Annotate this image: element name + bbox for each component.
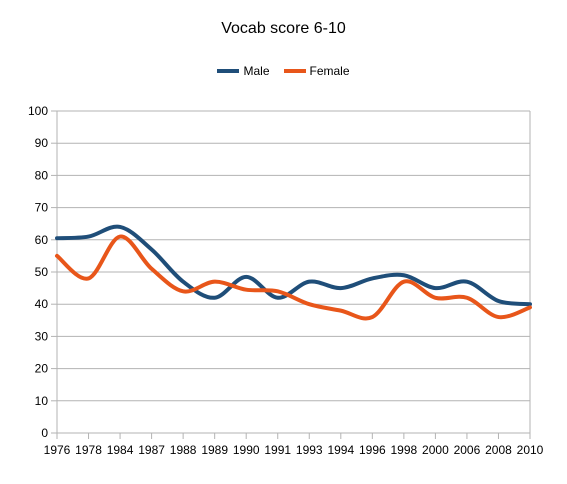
series-line-male <box>55 224 532 307</box>
data-point-male-2006 <box>465 280 469 284</box>
y-tick-label-20: 20 <box>35 362 49 376</box>
data-point-female-1996 <box>370 315 374 319</box>
x-tick-label-1976: 1976 <box>44 443 71 457</box>
x-tick-label-1978: 1978 <box>75 443 102 457</box>
data-point-female-1978 <box>87 276 91 280</box>
data-point-male-1989 <box>213 296 217 300</box>
data-point-male-2008 <box>496 299 500 303</box>
data-point-male-1988 <box>181 280 185 284</box>
y-tick-label-0: 0 <box>41 426 48 440</box>
legend-swatch-female <box>283 69 306 73</box>
y-tick-label-70: 70 <box>35 201 49 215</box>
data-point-male-1994 <box>339 286 343 290</box>
y-tick-label-40: 40 <box>35 297 49 311</box>
data-point-female-1993 <box>307 302 311 306</box>
data-point-female-1984 <box>118 235 122 239</box>
data-point-female-1989 <box>213 280 217 284</box>
legend-item-male: Male <box>217 64 270 78</box>
x-tick-label-1994: 1994 <box>327 443 354 457</box>
data-point-female-1987 <box>150 267 154 271</box>
data-point-male-1991 <box>276 296 280 300</box>
data-point-male-1987 <box>150 247 154 251</box>
x-tick-label-1993: 1993 <box>296 443 323 457</box>
y-tick-label-100: 100 <box>28 104 48 118</box>
data-point-male-1978 <box>87 235 91 239</box>
x-tick-label-2008: 2008 <box>485 443 512 457</box>
data-point-female-2000 <box>433 296 437 300</box>
data-point-female-2006 <box>465 296 469 300</box>
chart-title: Vocab score 6-10 <box>221 20 346 37</box>
y-tick-label-80: 80 <box>35 168 49 182</box>
data-point-female-1976 <box>55 254 59 258</box>
legend-swatch-male <box>217 69 240 73</box>
data-point-female-2010 <box>528 305 532 309</box>
data-point-male-1984 <box>118 225 122 229</box>
y-tick-label-50: 50 <box>35 265 49 279</box>
data-point-female-1998 <box>402 280 406 284</box>
data-point-male-2000 <box>433 286 437 290</box>
x-tick-label-2000: 2000 <box>422 443 449 457</box>
x-tick-label-1988: 1988 <box>170 443 197 457</box>
legend-item-female: Female <box>283 64 350 78</box>
data-point-female-2008 <box>496 315 500 319</box>
y-tick-label-30: 30 <box>35 329 49 343</box>
data-point-female-1990 <box>244 288 248 292</box>
x-tick-label-1996: 1996 <box>359 443 386 457</box>
x-tick-label-1989: 1989 <box>201 443 228 457</box>
x-tick-label-1991: 1991 <box>264 443 291 457</box>
x-tick-label-1990: 1990 <box>233 443 260 457</box>
series-line-female <box>55 234 532 321</box>
x-tick-label-2006: 2006 <box>454 443 481 457</box>
data-point-female-1988 <box>181 289 185 293</box>
y-tick-label-90: 90 <box>35 136 49 150</box>
x-tick-label-2010: 2010 <box>517 443 544 457</box>
data-point-male-1990 <box>244 275 248 279</box>
x-tick-label-1998: 1998 <box>391 443 418 457</box>
legend-label-male: Male <box>243 64 270 78</box>
legend-label-female: Female <box>309 64 350 78</box>
data-point-male-1976 <box>55 236 59 240</box>
data-point-male-1993 <box>307 280 311 284</box>
data-point-male-1996 <box>370 276 374 280</box>
data-point-male-1998 <box>402 273 406 277</box>
data-point-male-2010 <box>528 302 532 306</box>
x-tick-label-1987: 1987 <box>138 443 165 457</box>
x-tick-label-1984: 1984 <box>107 443 134 457</box>
y-tick-label-10: 10 <box>35 394 49 408</box>
y-tick-label-60: 60 <box>35 233 49 247</box>
legend: Male Female <box>0 64 567 78</box>
data-point-female-1991 <box>276 289 280 293</box>
data-point-female-1994 <box>339 309 343 313</box>
